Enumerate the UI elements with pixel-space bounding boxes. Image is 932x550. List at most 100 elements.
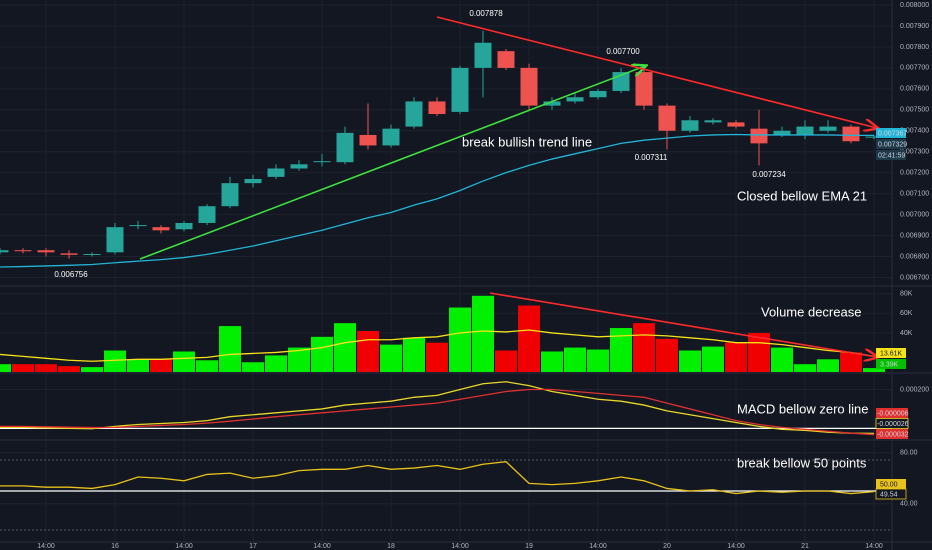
volume-bar: [840, 352, 862, 372]
y-tick-label: 80.00: [900, 450, 918, 457]
marks: [0, 30, 892, 495]
trend-line: [436, 16, 877, 128]
y-tick-label: 0.006900: [900, 232, 929, 239]
candle-body: [451, 67, 469, 112]
annotation: break bullish trend line: [462, 134, 592, 149]
badge: [876, 359, 906, 369]
volume-bar: [150, 359, 172, 372]
x-tick-label: 14:00: [37, 543, 55, 550]
candle-body: [244, 178, 262, 184]
volume-bar: [242, 362, 264, 372]
y-tick-label: 80K: [900, 291, 913, 298]
volume-bar: [334, 323, 356, 372]
y-tick-label: 0.007700: [900, 65, 929, 72]
badge-label: -0.000026: [877, 421, 909, 428]
volume-bar: [518, 305, 540, 372]
volume-bar: [12, 364, 34, 372]
candle-body: [290, 164, 308, 169]
volume-bar: [35, 364, 57, 372]
candle-body: [681, 120, 699, 131]
badge-label: 0.007329: [878, 141, 907, 148]
candle-body: [704, 120, 722, 123]
candle-body: [83, 253, 101, 255]
y-tick-label: 0.007500: [900, 107, 929, 114]
y-tick-label: 0.006700: [900, 274, 929, 281]
y-tick-label: 0.007100: [900, 190, 929, 197]
badge-label: -0.000032: [877, 431, 909, 438]
annotation: MACD bellow zero line: [737, 401, 869, 416]
annotation: break bellow 50 points: [737, 455, 867, 470]
badge: [876, 139, 906, 149]
x-tick-label: 14:00: [313, 543, 331, 550]
candle-body: [428, 101, 446, 114]
badge-label: 02:41:59: [878, 152, 905, 159]
volume-bar: [794, 364, 816, 372]
candle-body: [152, 227, 170, 231]
volume-bar: [104, 350, 126, 372]
y-tick-label: 0.007900: [900, 23, 929, 30]
x-tick-label: 21: [801, 543, 809, 550]
candle-body: [267, 168, 285, 177]
candle-body: [635, 72, 653, 106]
y-tick-label: 40.00: [900, 501, 918, 508]
volume-bar: [380, 344, 402, 372]
volume-bar: [219, 326, 241, 372]
y-tick-label: 0.007300: [900, 149, 929, 156]
x-tick-label: 14:00: [589, 543, 607, 550]
line-series: [0, 329, 875, 362]
volume-bar: [449, 307, 471, 372]
volume-bar: [725, 342, 747, 372]
volume-bar: [196, 360, 218, 372]
volume-bar: [81, 367, 103, 372]
candle-body: [359, 134, 377, 146]
candle-body: [37, 250, 55, 253]
candle-body: [106, 227, 124, 253]
volume-bar: [863, 368, 885, 372]
volume-bar: [633, 323, 655, 372]
x-tick-label: 20: [663, 543, 671, 550]
candle-body: [520, 67, 538, 106]
grid: [0, 0, 892, 542]
badge: [876, 479, 906, 489]
x-tick-label: 19: [525, 543, 533, 550]
y-tick-label: 0.007400: [900, 128, 929, 135]
badge-label: 0.007367: [878, 130, 907, 137]
trend-line: [489, 292, 877, 357]
volume-bar: [0, 364, 11, 372]
line-series: [0, 388, 875, 436]
y-tick-label: 0.007600: [900, 86, 929, 93]
candle-body: [658, 105, 676, 131]
badges: 0.007367 0.007329 02:41:59 13.61K 3.39K …: [875, 128, 909, 500]
axis-labels: 0.006700 0.006800 0.006900 0.007000 0.007100…: [37, 2, 929, 550]
volume-bar: [173, 351, 195, 372]
y-tick-label: 0.007200: [900, 170, 929, 177]
y-tick-label: 0.007000: [900, 211, 929, 218]
candle-body: [819, 126, 837, 131]
badge: [876, 128, 906, 138]
badge-label: 3.39K: [880, 361, 899, 368]
badge-label: 13.61K: [880, 350, 903, 357]
volume-bar: [771, 347, 793, 372]
annotations: 0.007878 0.007700 0.007311 0.007234 0.00…: [54, 9, 868, 470]
y-tick-label: 0.008000: [900, 2, 929, 9]
volume-bar: [403, 337, 425, 372]
badge: [876, 429, 908, 439]
badge-label: -0.000006: [877, 410, 909, 417]
volume-bar: [564, 347, 586, 372]
candle-body: [727, 122, 745, 127]
x-tick-label: 16: [111, 543, 119, 550]
volume-bar: [656, 338, 678, 372]
x-tick-label: 14:00: [727, 543, 745, 550]
volume-bar: [610, 328, 632, 372]
x-tick-label: 14:00: [451, 543, 469, 550]
y-tick-label: 0.000200: [900, 386, 929, 393]
badge: [875, 418, 909, 429]
annotation: 0.007700: [606, 47, 640, 56]
candle-body: [497, 51, 515, 68]
candle-body: [175, 222, 193, 230]
badge-label: 49.54: [880, 491, 898, 498]
volume-bar: [817, 359, 839, 372]
x-tick-label: 18: [387, 543, 395, 550]
candle-body: [566, 97, 584, 102]
candle-body: [0, 250, 9, 253]
